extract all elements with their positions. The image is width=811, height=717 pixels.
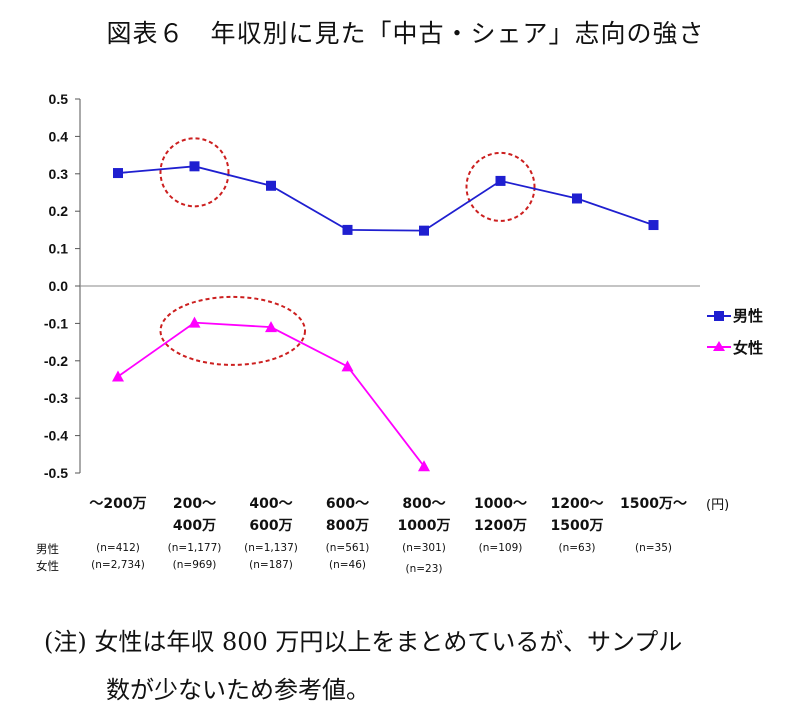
legend-marker-male [714, 311, 724, 321]
footnote-line-2: 数が少ないため参考値。 [106, 676, 370, 704]
x-tick-label: 1500万～ [620, 496, 687, 512]
y-tick-label: 0.5 [49, 91, 69, 107]
footnote: (注) 女性は年収 800 万円以上をまとめているが、サンプル 数が少ないため参… [44, 618, 784, 714]
data-point-male [266, 180, 276, 191]
y-tick-label: 0.0 [49, 278, 69, 294]
series-line-male [117, 165, 654, 232]
sample-size-female: (n=2,734) [91, 559, 145, 571]
data-point-male [189, 161, 200, 172]
x-axis-labels: ～200万 200～ 400万 400～ 600万 600～ 800万 800～ 1000万 10… [89, 496, 687, 534]
x-tick-label: 1500万 [551, 518, 604, 534]
sample-size-male: (n=63) [558, 542, 595, 554]
y-axis: 0.5 0.4 0.3 0.2 0.1 0.0 -0.1 -0.2 -0.3 -0.4 -0.5 [44, 91, 700, 481]
highlight-ellipse [159, 137, 230, 208]
highlight-ellipse [159, 295, 306, 366]
y-tick-label: -0.1 [44, 315, 68, 331]
highlight-ellipse [465, 151, 536, 222]
y-tick-label: 0.3 [49, 166, 69, 182]
sample-size-female: (n=187) [249, 559, 293, 571]
chart-title: 図表６ 年収別に見た「中古・シェア」志向の強さ [106, 19, 705, 48]
sample-size-male: (n=109) [479, 542, 523, 554]
row-label-female: 女性 [36, 559, 59, 573]
y-tick-label: 0.1 [49, 241, 69, 257]
data-point-female [112, 370, 124, 382]
data-point-male [342, 224, 353, 235]
data-point-male [572, 193, 582, 204]
x-tick-label: 600～ [326, 496, 369, 512]
data-point-male [648, 220, 659, 231]
data-point-female [188, 316, 201, 328]
data-point-female [341, 360, 354, 372]
sample-size-male: (n=1,177) [168, 542, 222, 554]
sample-size-female: (n=23) [405, 563, 442, 575]
x-axis-unit-label: (円) [706, 498, 729, 513]
y-tick-label: 0.2 [49, 203, 69, 219]
legend: 男性 女性 [700, 300, 792, 364]
series-line-female [117, 321, 425, 467]
series-markers [112, 161, 659, 472]
x-tick-label: 200～ [173, 496, 216, 512]
x-tick-label: 1200万 [474, 518, 527, 534]
x-tick-label: ～200万 [89, 496, 146, 512]
data-point-male [495, 175, 506, 186]
sample-size-female: (n=46) [329, 559, 366, 571]
x-tick-label: 800万 [326, 518, 369, 534]
legend-label-male: 男性 [733, 307, 763, 325]
y-tick-label: -0.2 [44, 353, 68, 369]
x-tick-label: 1000万 [398, 518, 451, 534]
x-tick-label: 800～ [402, 496, 445, 512]
y-tick-label: -0.3 [44, 390, 68, 406]
x-tick-label: 400万 [173, 518, 216, 534]
legend-label-female: 女性 [733, 339, 763, 357]
sample-size-labels: (n=412) (n=1,177) (n=1,137) (n=561) (n=301) (… [91, 542, 672, 575]
x-tick-label: 1200～ [551, 496, 604, 512]
row-label-male: 男性 [36, 542, 59, 556]
data-point-male [113, 168, 123, 179]
legend-marker-female [713, 341, 725, 351]
sample-size-male: (n=35) [635, 542, 672, 554]
y-tick-label: 0.4 [49, 128, 69, 144]
footnote-line-1: (注) 女性は年収 800 万円以上をまとめているが、サンプル [44, 628, 683, 656]
data-point-female [265, 321, 277, 333]
sample-size-male: (n=301) [402, 542, 446, 554]
sample-size-male: (n=1,137) [244, 542, 298, 554]
sample-size-female: (n=969) [173, 559, 217, 571]
x-tick-label: 1000～ [474, 496, 527, 512]
x-tick-label: 400～ [249, 496, 292, 512]
data-point-female [418, 460, 430, 472]
series-lines [117, 165, 654, 467]
y-tick-label: -0.5 [44, 465, 68, 481]
x-tick-label: 600万 [249, 518, 292, 534]
sample-size-male: (n=561) [326, 542, 370, 554]
sample-size-male: (n=412) [96, 542, 140, 554]
data-point-male [419, 225, 429, 236]
y-tick-label: -0.4 [44, 428, 68, 444]
highlight-circles [159, 137, 536, 366]
